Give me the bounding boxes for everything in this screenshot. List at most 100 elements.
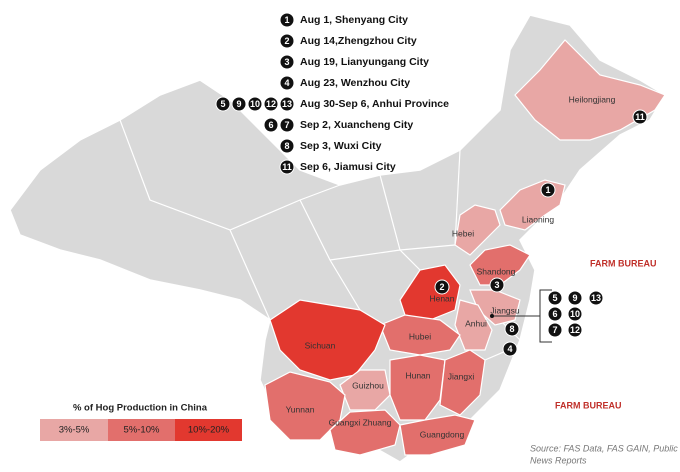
marker-circle <box>279 54 295 70</box>
marker-circle <box>263 117 279 133</box>
marker-circle <box>540 182 556 198</box>
event-text: Aug 19, Lianyungang City <box>300 56 429 68</box>
marker-number: 3 <box>284 57 289 67</box>
marker-number: 10 <box>570 309 580 319</box>
marker-number: 11 <box>635 112 645 122</box>
event-text: Sep 6, Jiamusi City <box>300 161 396 173</box>
province-label: Jiangsu <box>490 305 520 315</box>
marker-circle <box>567 306 583 322</box>
marker-number: 3 <box>494 280 499 290</box>
marker-circle <box>632 109 648 125</box>
marker-circle <box>547 306 563 322</box>
marker-number: 12 <box>570 325 580 335</box>
event-text: Aug 1, Shenyang City <box>300 14 408 26</box>
legend-label: 3%-5% <box>59 425 90 436</box>
province <box>439 349 486 416</box>
marker-number: 6 <box>268 120 273 130</box>
province-label: Guizhou <box>352 380 384 390</box>
marker-number: 4 <box>507 344 512 354</box>
province-label: Sichuan <box>305 340 336 350</box>
marker-number: 1 <box>545 185 550 195</box>
marker-number: 11 <box>282 162 292 172</box>
province-label: Heilongjiang <box>569 94 616 104</box>
province-label: Shandong <box>477 266 516 276</box>
province <box>329 409 401 456</box>
marker-number: 4 <box>284 78 289 88</box>
legend-swatch <box>175 419 242 441</box>
province-label: Hubei <box>409 331 431 341</box>
marker-circle <box>502 341 518 357</box>
province-label: Guangxi Zhuang <box>329 417 392 427</box>
marker-circle <box>567 290 583 306</box>
marker-number: 13 <box>591 293 601 303</box>
marker-circle <box>489 277 505 293</box>
marker-circle <box>279 138 295 154</box>
legend-label: 5%-10% <box>124 425 160 436</box>
marker-number: 13 <box>282 99 292 109</box>
province <box>469 244 531 286</box>
overlay: Heilongjiang Liaoning Hebei Shandong Henan Ji… <box>286 94 648 439</box>
marker-circle <box>279 117 295 133</box>
province <box>514 39 666 141</box>
province <box>454 299 493 351</box>
province <box>269 299 386 381</box>
legend-swatch <box>40 419 108 441</box>
marker-number: 6 <box>552 309 557 319</box>
marker-circle <box>567 322 583 338</box>
legend-swatch <box>108 419 175 441</box>
marker-circle <box>588 290 604 306</box>
province-label: Hebei <box>452 228 474 238</box>
source-line: Source: FAS Data, FAS GAIN, Public <box>530 443 678 453</box>
marker-number: 5 <box>220 99 225 109</box>
province-label: Hunan <box>405 370 430 380</box>
marker-circle <box>279 159 295 175</box>
marker-circle <box>231 96 247 112</box>
marker-number: 8 <box>284 141 289 151</box>
province <box>389 354 446 421</box>
event-text: Sep 3, Wuxi City <box>300 140 382 152</box>
province <box>454 204 501 256</box>
marker-number: 2 <box>284 36 289 46</box>
marker-number: 5 <box>552 293 557 303</box>
province <box>264 371 346 441</box>
marker-circle <box>547 290 563 306</box>
marker-number: 7 <box>552 325 557 335</box>
event-text: Aug 30-Sep 6, Anhui Province <box>300 98 449 110</box>
legend-title: % of Hog Production in China <box>73 403 208 414</box>
province <box>339 369 391 411</box>
marker-circle <box>279 33 295 49</box>
marker-circle <box>504 321 520 337</box>
marker-number: 9 <box>572 293 577 303</box>
cluster-dot <box>490 314 494 318</box>
province-label: Anhui <box>465 318 487 328</box>
province-label: Guangdong <box>420 429 465 439</box>
marker-circle <box>547 322 563 338</box>
marker-circle <box>279 96 295 112</box>
marker-number: 2 <box>439 282 444 292</box>
marker-number: 1 <box>284 15 289 25</box>
event-text: Aug 23, Wenzhou City <box>300 77 410 89</box>
marker-number: 8 <box>509 324 514 334</box>
marker-circle <box>247 96 263 112</box>
marker-circle <box>263 96 279 112</box>
legend-label: 10%-20% <box>188 425 230 436</box>
event-text: Sep 2, Xuancheng City <box>300 119 413 131</box>
source-line: News Reports <box>530 455 587 465</box>
province <box>379 314 461 356</box>
marker-number: 10 <box>250 99 260 109</box>
event-text: Aug 14,Zhengzhou City <box>300 35 417 47</box>
marker-circle <box>215 96 231 112</box>
marker-circle <box>434 279 450 295</box>
watermark: FARM BUREAU <box>555 400 622 410</box>
marker-circle <box>279 12 295 28</box>
province-label: Liaoning <box>522 214 554 224</box>
marker-number: 12 <box>266 99 276 109</box>
province-label: Jiangxi <box>448 371 475 381</box>
provinces <box>264 39 666 456</box>
province <box>399 414 476 456</box>
marker-circle <box>279 75 295 91</box>
marker-number: 7 <box>284 120 289 130</box>
province-label: Henan <box>429 293 454 303</box>
watermark: FARM BUREAU <box>590 258 657 268</box>
